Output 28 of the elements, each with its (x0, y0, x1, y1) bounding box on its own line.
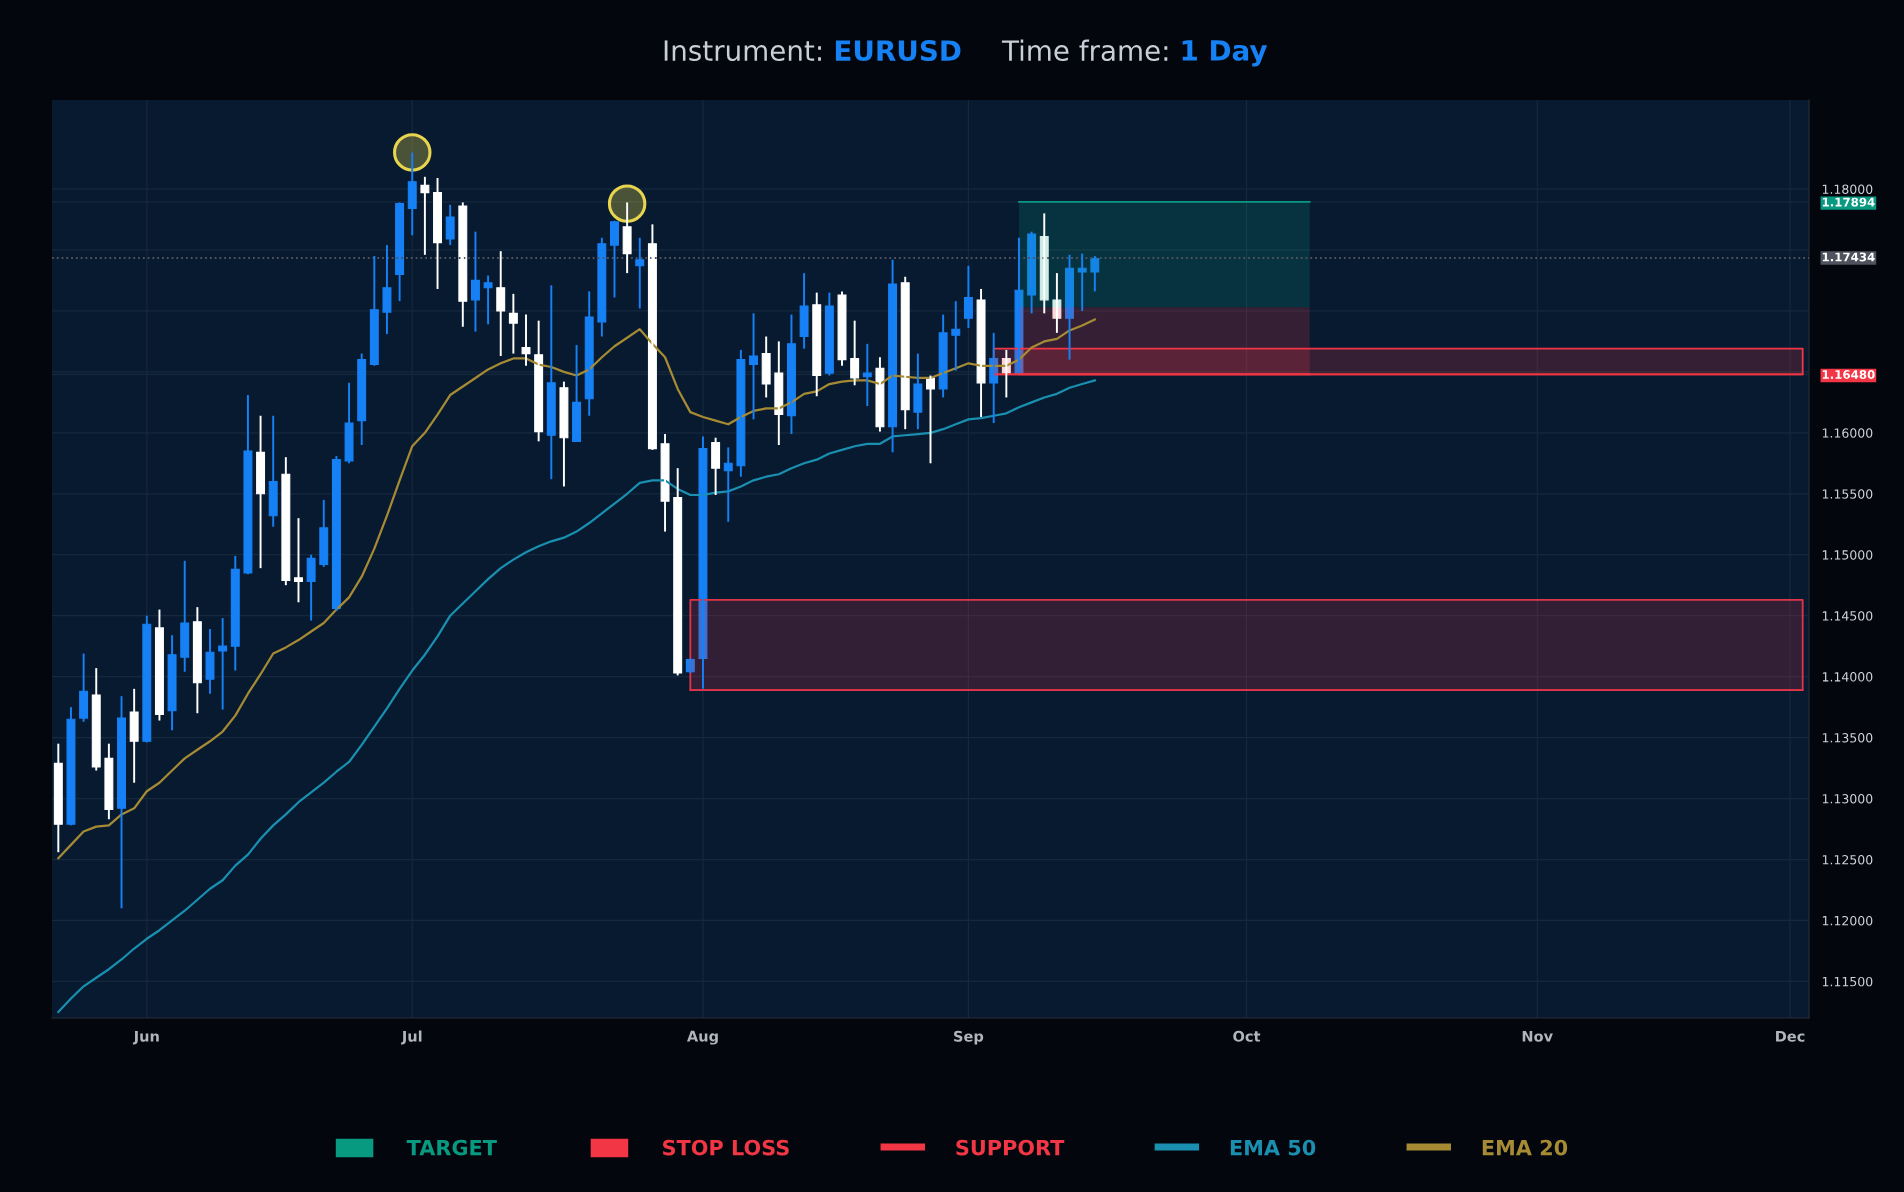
x-tick-label: Nov (1522, 1030, 1553, 1042)
x-tick-label: Oct (1233, 1030, 1261, 1042)
x-tick-label: Dec (1776, 1030, 1805, 1042)
y-tick-label: 1.14000 (1822, 672, 1873, 682)
y-tick-label: 1.15500 (1822, 489, 1873, 499)
y-tick-label: 1.15000 (1822, 550, 1873, 560)
x-tick-label: Jul (401, 1030, 422, 1045)
x-tick-label: Aug (686, 1030, 718, 1045)
y-tick-label: 1.16000 (1822, 428, 1873, 438)
chart-title: Instrument: EURUSD (664, 40, 961, 62)
legend-label: EMA 50 (1230, 1139, 1316, 1156)
legend-label: SUPPORT (956, 1139, 1065, 1156)
y-tick-label: 1.13500 (1822, 733, 1873, 743)
y-tick-label: 1.16480 (1822, 370, 1875, 379)
y-tick-label: 1.14500 (1822, 611, 1873, 621)
y-tick-label: 1.17894 (1822, 197, 1875, 207)
x-tick-label: Sep (954, 1030, 984, 1045)
legend-label: STOP LOSS (663, 1139, 789, 1156)
legend-label: TARGET (406, 1139, 497, 1156)
y-tick-label: 1.12000 (1822, 915, 1873, 926)
ref-line-label: 1.17434 (1822, 252, 1875, 262)
y-tick-label: 1.12500 (1822, 854, 1873, 865)
legend-label: EMA 20 (1482, 1139, 1568, 1156)
y-tick-label: 1.18000 (1822, 184, 1873, 194)
x-tick-label: Jun (132, 1030, 159, 1045)
chart-subtitle: Time frame: 1 Day (1001, 39, 1268, 67)
y-tick-label: 1.11500 (1822, 976, 1873, 987)
y-tick-label: 1.13000 (1822, 794, 1873, 804)
